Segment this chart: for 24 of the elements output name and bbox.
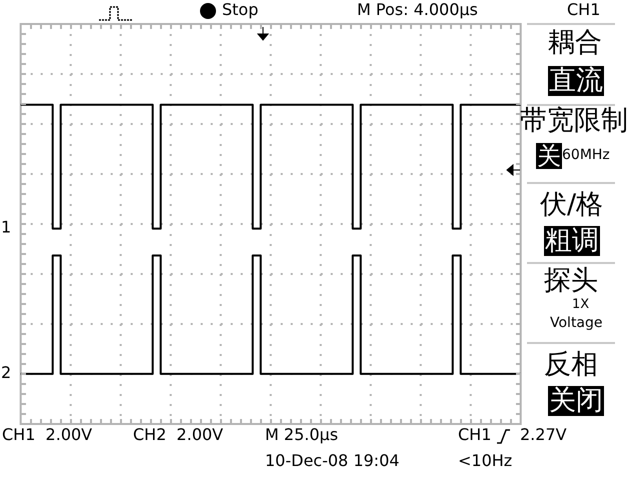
- text: 直流: [548, 65, 604, 96]
- text: 关闭: [548, 385, 604, 416]
- text: 探头: [544, 265, 598, 296]
- text: CH1: [458, 425, 492, 444]
- text: 1X: [572, 297, 590, 312]
- text: CH1 2.00V: [2, 425, 92, 444]
- text: 关: [536, 142, 562, 170]
- text: M 25.0µs: [265, 425, 338, 444]
- text: 粗调: [544, 225, 600, 256]
- text: Voltage: [550, 315, 603, 332]
- text: 反相: [544, 349, 598, 380]
- text: M Pos: 4.000µs: [357, 0, 478, 19]
- text: 伏/格: [540, 189, 604, 220]
- text: 10-Dec-08 19:04: [265, 451, 400, 470]
- text: 60MHz: [562, 147, 610, 164]
- text: 1: [1, 218, 12, 237]
- text: 2.27V: [520, 425, 567, 444]
- text: CH1: [567, 0, 600, 19]
- series-label: 2: [1, 363, 12, 382]
- text: 耦合: [548, 27, 602, 58]
- text: Stop: [222, 0, 258, 19]
- text: CH2 2.00V: [133, 425, 224, 444]
- annotation: 带宽限制: [520, 105, 628, 136]
- text: <10Hz: [458, 451, 512, 470]
